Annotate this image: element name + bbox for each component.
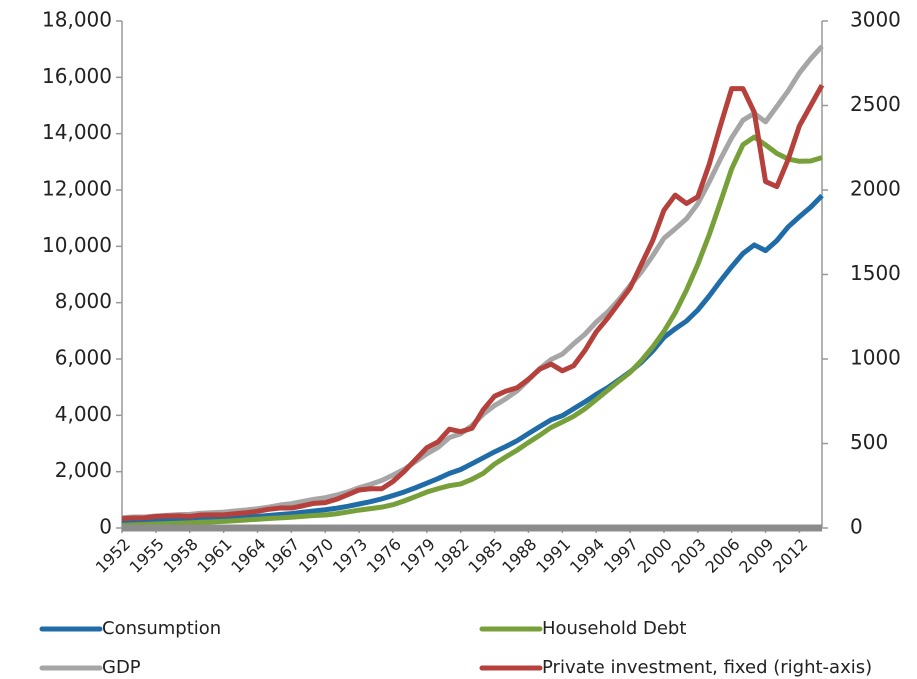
- x-tick-label: 2006: [701, 535, 743, 577]
- x-tick-label: 1973: [329, 535, 371, 577]
- x-tick-label: 1997: [600, 535, 642, 577]
- y-tick-label: 6,000: [55, 346, 112, 370]
- series-line: [121, 193, 824, 525]
- y-tick-label: 2,000: [55, 458, 112, 482]
- legend-label: Private investment, fixed (right-axis): [542, 657, 872, 678]
- y2-tick-label: 3000: [850, 8, 901, 32]
- x-tick-label: 1961: [193, 535, 235, 577]
- x-tick-label: 2012: [769, 535, 811, 577]
- y2-tick-label: 2000: [850, 177, 901, 201]
- series-line: [121, 134, 823, 528]
- y2-tick-label: 500: [850, 430, 888, 454]
- legend-label: GDP: [102, 657, 141, 678]
- y2-tick-label: 0: [850, 515, 863, 539]
- y-tick-label: 18,000: [42, 8, 112, 32]
- x-tick-label: 1994: [566, 535, 608, 577]
- x-tick-label: 1958: [160, 535, 202, 577]
- x-tick-label: 1967: [261, 535, 303, 577]
- legend-label: Household Debt: [542, 618, 686, 639]
- x-tick-label: 2009: [735, 535, 777, 577]
- x-tick-label: 1985: [464, 535, 506, 577]
- y-tick-label: 0: [99, 515, 112, 539]
- x-tick-label: 1988: [498, 535, 540, 577]
- y-tick-label: 4,000: [55, 402, 112, 426]
- x-tick-label: 1952: [92, 535, 134, 577]
- x-tick-label: 2003: [668, 535, 710, 577]
- x-tick-label: 1991: [532, 535, 574, 577]
- y-tick-label: 14,000: [42, 120, 112, 144]
- y2-tick-label: 1500: [850, 261, 901, 285]
- y2-tick-label: 2500: [850, 92, 901, 116]
- x-tick-label: 2000: [634, 535, 676, 577]
- x-tick-label: 1976: [363, 535, 405, 577]
- x-tick-label: 1955: [126, 535, 168, 577]
- x-tick-label: 1970: [295, 535, 337, 577]
- y-tick-label: 12,000: [42, 177, 112, 201]
- y-tick-label: 10,000: [42, 233, 112, 257]
- x-tick-label: 1982: [430, 535, 472, 577]
- y2-tick-label: 1000: [850, 346, 901, 370]
- x-tick-label: 1964: [227, 535, 269, 577]
- y-tick-label: 8,000: [55, 289, 112, 313]
- y-tick-label: 16,000: [42, 64, 112, 88]
- x-tick-label: 1979: [397, 535, 439, 577]
- legend-label: Consumption: [102, 618, 221, 639]
- series-line: [121, 84, 825, 522]
